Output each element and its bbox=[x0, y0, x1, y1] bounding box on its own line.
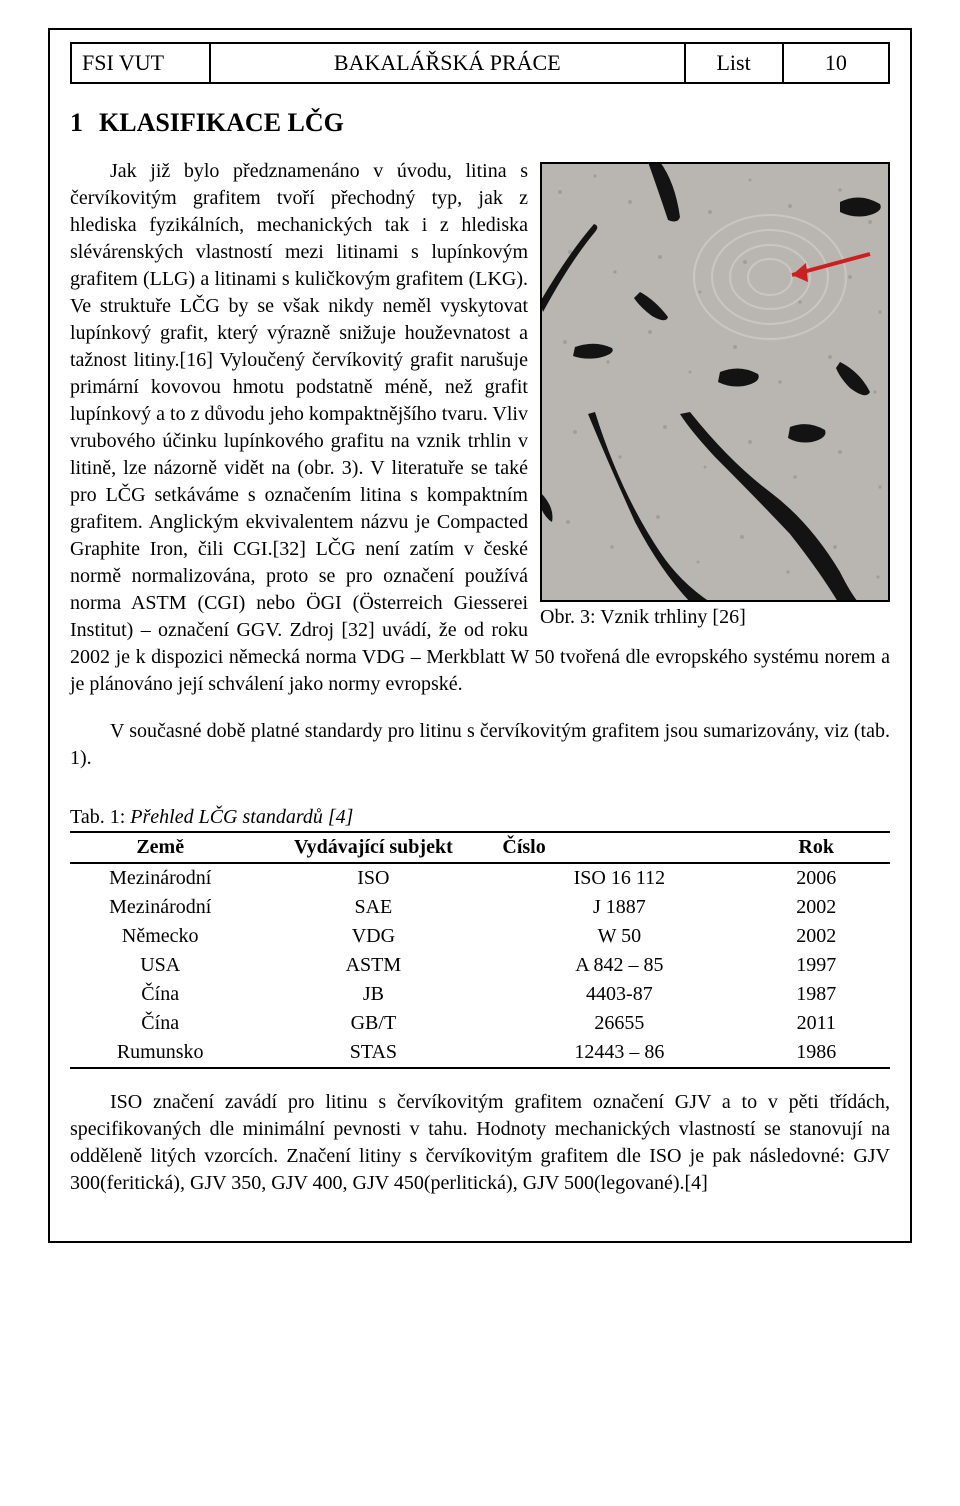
table-cell: JB bbox=[250, 980, 496, 1009]
table-cell: 2011 bbox=[742, 1009, 890, 1038]
section-number: 1 bbox=[70, 108, 83, 138]
table-cell: GB/T bbox=[250, 1009, 496, 1038]
table-row: MezinárodníSAEJ 18872002 bbox=[70, 893, 890, 922]
table-cell: W 50 bbox=[496, 922, 742, 951]
table-row: MezinárodníISOISO 16 1122006 bbox=[70, 863, 890, 893]
table-caption: Tab. 1: Přehled LČG standardů [4] bbox=[70, 806, 890, 829]
header-list-label: List bbox=[685, 43, 783, 83]
page-header: FSI VUT BAKALÁŘSKÁ PRÁCE List 10 bbox=[70, 42, 890, 84]
table-cell: Čína bbox=[70, 980, 250, 1009]
col-country: Země bbox=[70, 832, 250, 863]
standards-table: Země Vydávající subjekt Číslo Rok Meziná… bbox=[70, 831, 890, 1069]
table-cell: SAE bbox=[250, 893, 496, 922]
page-frame: FSI VUT BAKALÁŘSKÁ PRÁCE List 10 1 KLASIF… bbox=[48, 28, 912, 1243]
table-cell: 4403-87 bbox=[496, 980, 742, 1009]
col-number: Číslo bbox=[496, 832, 742, 863]
table-cell: STAS bbox=[250, 1038, 496, 1068]
figure-caption: Obr. 3: Vznik trhliny [26] bbox=[540, 604, 890, 631]
table-cell: 1987 bbox=[742, 980, 890, 1009]
table-cell: J 1887 bbox=[496, 893, 742, 922]
table-cell: ASTM bbox=[250, 951, 496, 980]
section-heading: 1 KLASIFIKACE LČG bbox=[70, 108, 890, 138]
header-page-number: 10 bbox=[783, 43, 889, 83]
table-caption-prefix: Tab. 1: bbox=[70, 806, 130, 828]
header-left: FSI VUT bbox=[71, 43, 210, 83]
table-row: NěmeckoVDGW 502002 bbox=[70, 922, 890, 951]
table-cell: ISO bbox=[250, 863, 496, 893]
col-issuer: Vydávající subjekt bbox=[250, 832, 496, 863]
section-title-text: KLASIFIKACE LČG bbox=[99, 108, 344, 137]
table-caption-italic: Přehled LČG standardů [4] bbox=[130, 806, 353, 828]
table-row: RumunskoSTAS12443 – 861986 bbox=[70, 1038, 890, 1068]
micrograph-image bbox=[540, 162, 890, 602]
table-row: ČínaGB/T266552011 bbox=[70, 1009, 890, 1038]
paragraph-1-tail: V současné době platné standardy pro lit… bbox=[70, 718, 890, 772]
paragraph-2: ISO značení zavádí pro litinu s červíkov… bbox=[70, 1089, 890, 1197]
table-cell: 26655 bbox=[496, 1009, 742, 1038]
table-cell: Mezinárodní bbox=[70, 893, 250, 922]
header-center: BAKALÁŘSKÁ PRÁCE bbox=[210, 43, 684, 83]
table-cell: VDG bbox=[250, 922, 496, 951]
table-cell: 2002 bbox=[742, 893, 890, 922]
table-cell: A 842 – 85 bbox=[496, 951, 742, 980]
table-header-row: Země Vydávající subjekt Číslo Rok bbox=[70, 832, 890, 863]
table-row: ČínaJB4403-871987 bbox=[70, 980, 890, 1009]
table-cell: ISO 16 112 bbox=[496, 863, 742, 893]
table-row: USAASTMA 842 – 851997 bbox=[70, 951, 890, 980]
table-cell: Čína bbox=[70, 1009, 250, 1038]
page: FSI VUT BAKALÁŘSKÁ PRÁCE List 10 1 KLASIF… bbox=[0, 0, 960, 1283]
col-year: Rok bbox=[742, 832, 890, 863]
table-cell: 1986 bbox=[742, 1038, 890, 1068]
body-text: Obr. 3: Vznik trhliny [26] Jak již bylo … bbox=[70, 158, 890, 792]
table-cell: 2002 bbox=[742, 922, 890, 951]
table-cell: 2006 bbox=[742, 863, 890, 893]
figure-3: Obr. 3: Vznik trhliny [26] bbox=[540, 162, 890, 631]
table-cell: 12443 – 86 bbox=[496, 1038, 742, 1068]
table-cell: Rumunsko bbox=[70, 1038, 250, 1068]
table-cell: USA bbox=[70, 951, 250, 980]
table-cell: Mezinárodní bbox=[70, 863, 250, 893]
table-cell: Německo bbox=[70, 922, 250, 951]
table-cell: 1997 bbox=[742, 951, 890, 980]
